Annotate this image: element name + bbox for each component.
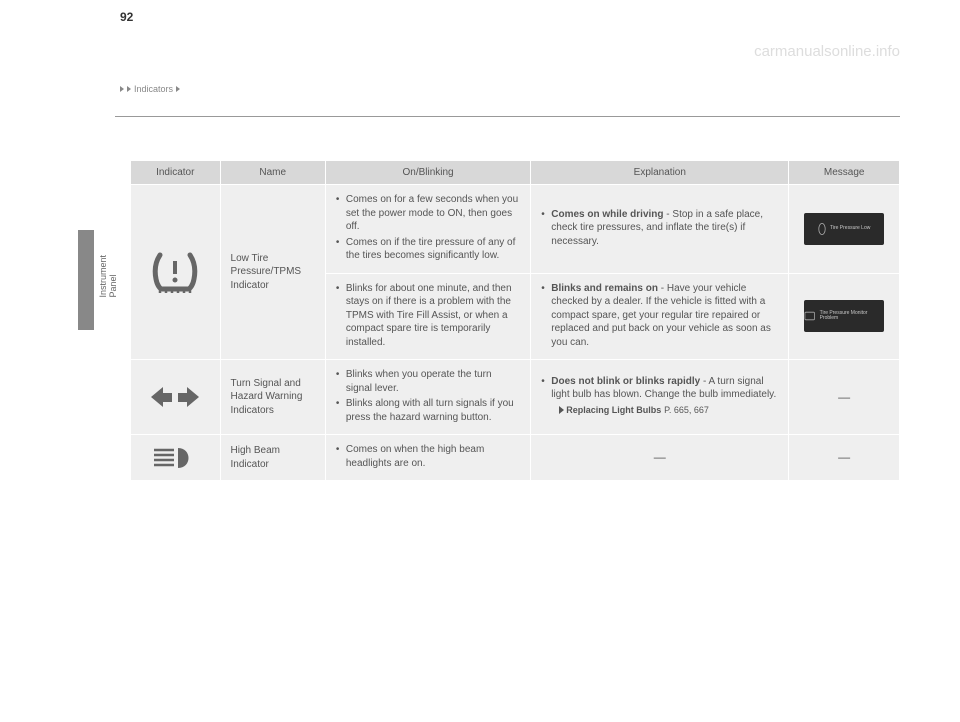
bullet-list: Comes on while driving - Stop in a safe … <box>541 208 778 249</box>
list-item: Blinks for about one minute, and then st… <box>336 282 520 350</box>
tpms-indicator-icon <box>150 249 200 295</box>
arrow-left-icon <box>151 387 172 407</box>
list-item: Comes on when the high beam headlights a… <box>336 443 520 470</box>
chevron-right-icon <box>176 86 180 92</box>
message-cell: — <box>789 360 900 435</box>
message-text: Tire Pressure Low <box>830 226 870 232</box>
reference-label: Replacing Light Bulbs <box>566 405 661 415</box>
turn-signal-indicator-icon <box>131 387 220 407</box>
indicator-name: High Beam Indicator <box>220 435 325 481</box>
explanation-cell: Does not blink or blinks rapidly - A tur… <box>531 360 789 435</box>
list-item: Comes on while driving - Stop in a safe … <box>541 208 778 249</box>
message-cell: — <box>789 435 900 481</box>
list-item: Does not blink or blinks rapidly - A tur… <box>541 375 778 418</box>
onblinking-cell: Comes on for a few seconds when you set … <box>325 185 530 274</box>
explanation-cell: Blinks and remains on - Have your vehicl… <box>531 273 789 360</box>
message-cell: Tire Pressure Monitor Problem <box>789 273 900 360</box>
explanation-cell: — <box>531 435 789 481</box>
onblinking-cell: Comes on when the high beam headlights a… <box>325 435 530 481</box>
reference-pages: P. 665, 667 <box>664 405 709 415</box>
page-number: 92 <box>120 10 133 24</box>
indicators-table: Indicator Name On/Blinking Explanation M… <box>130 160 900 481</box>
explanation-bold: Does not blink or blinks rapidly <box>551 376 700 387</box>
header-indicator: Indicator <box>131 161 221 185</box>
header-message: Message <box>789 161 900 185</box>
manual-page: Indicators Instrument Panel Indicator Na… <box>0 0 960 84</box>
bullet-list: Blinks for about one minute, and then st… <box>336 282 520 350</box>
message-text: Tire Pressure Monitor Problem <box>820 311 885 322</box>
chevron-right-icon <box>127 86 131 92</box>
message-cell: Tire Pressure Low <box>789 185 900 274</box>
explanation-cell: Comes on while driving - Stop in a safe … <box>531 185 789 274</box>
list-item: Blinks and remains on - Have your vehicl… <box>541 282 778 350</box>
bullet-list: Blinks when you operate the turn signal … <box>336 368 520 424</box>
indicator-icon-cell <box>131 360 221 435</box>
watermark: carmanualsonline.info <box>754 43 900 60</box>
table-row: Low Tire Pressure/TPMS Indicator Comes o… <box>131 185 900 274</box>
onblinking-cell: Blinks for about one minute, and then st… <box>325 273 530 360</box>
breadcrumb: Indicators <box>120 84 180 94</box>
header-onblinking: On/Blinking <box>325 161 530 185</box>
list-item: Comes on for a few seconds when you set … <box>336 193 520 234</box>
reference-arrow-icon <box>559 406 564 414</box>
header-name: Name <box>220 161 325 185</box>
table-row: Turn Signal and Hazard Warning Indicator… <box>131 360 900 435</box>
bullet-list: Comes on when the high beam headlights a… <box>336 443 520 470</box>
bullet-list: Blinks and remains on - Have your vehicl… <box>541 282 778 350</box>
reference-link: Replacing Light Bulbs P. 665, 667 <box>551 404 778 418</box>
arrow-right-icon <box>178 387 199 407</box>
header-divider <box>115 116 900 117</box>
indicator-name: Turn Signal and Hazard Warning Indicator… <box>220 360 325 435</box>
indicator-icon-cell <box>131 435 221 481</box>
high-beam-indicator-icon <box>152 446 198 470</box>
indicator-icon-cell <box>131 185 221 360</box>
breadcrumb-section: Indicators <box>134 84 173 94</box>
message-display-image: Tire Pressure Low <box>804 213 884 245</box>
bullet-list: Does not blink or blinks rapidly - A tur… <box>541 375 778 418</box>
explanation-bold: Blinks and remains on <box>551 283 658 294</box>
header-explanation: Explanation <box>531 161 789 185</box>
chevron-right-icon <box>120 86 124 92</box>
table-header-row: Indicator Name On/Blinking Explanation M… <box>131 161 900 185</box>
side-section-label: Instrument Panel <box>98 255 118 298</box>
bullet-list: Comes on for a few seconds when you set … <box>336 193 520 263</box>
message-display-image: Tire Pressure Monitor Problem <box>804 300 884 332</box>
tire-icon <box>818 222 826 236</box>
list-item: Blinks along with all turn signals if yo… <box>336 397 520 424</box>
side-tab <box>78 230 94 330</box>
onblinking-cell: Blinks when you operate the turn signal … <box>325 360 530 435</box>
table-row: High Beam Indicator Comes on when the hi… <box>131 435 900 481</box>
indicator-name: Low Tire Pressure/TPMS Indicator <box>220 185 325 360</box>
explanation-bold: Comes on while driving <box>551 209 663 220</box>
list-item: Comes on if the tire pressure of any of … <box>336 236 520 263</box>
tpms-warning-icon <box>804 311 815 321</box>
list-item: Blinks when you operate the turn signal … <box>336 368 520 395</box>
